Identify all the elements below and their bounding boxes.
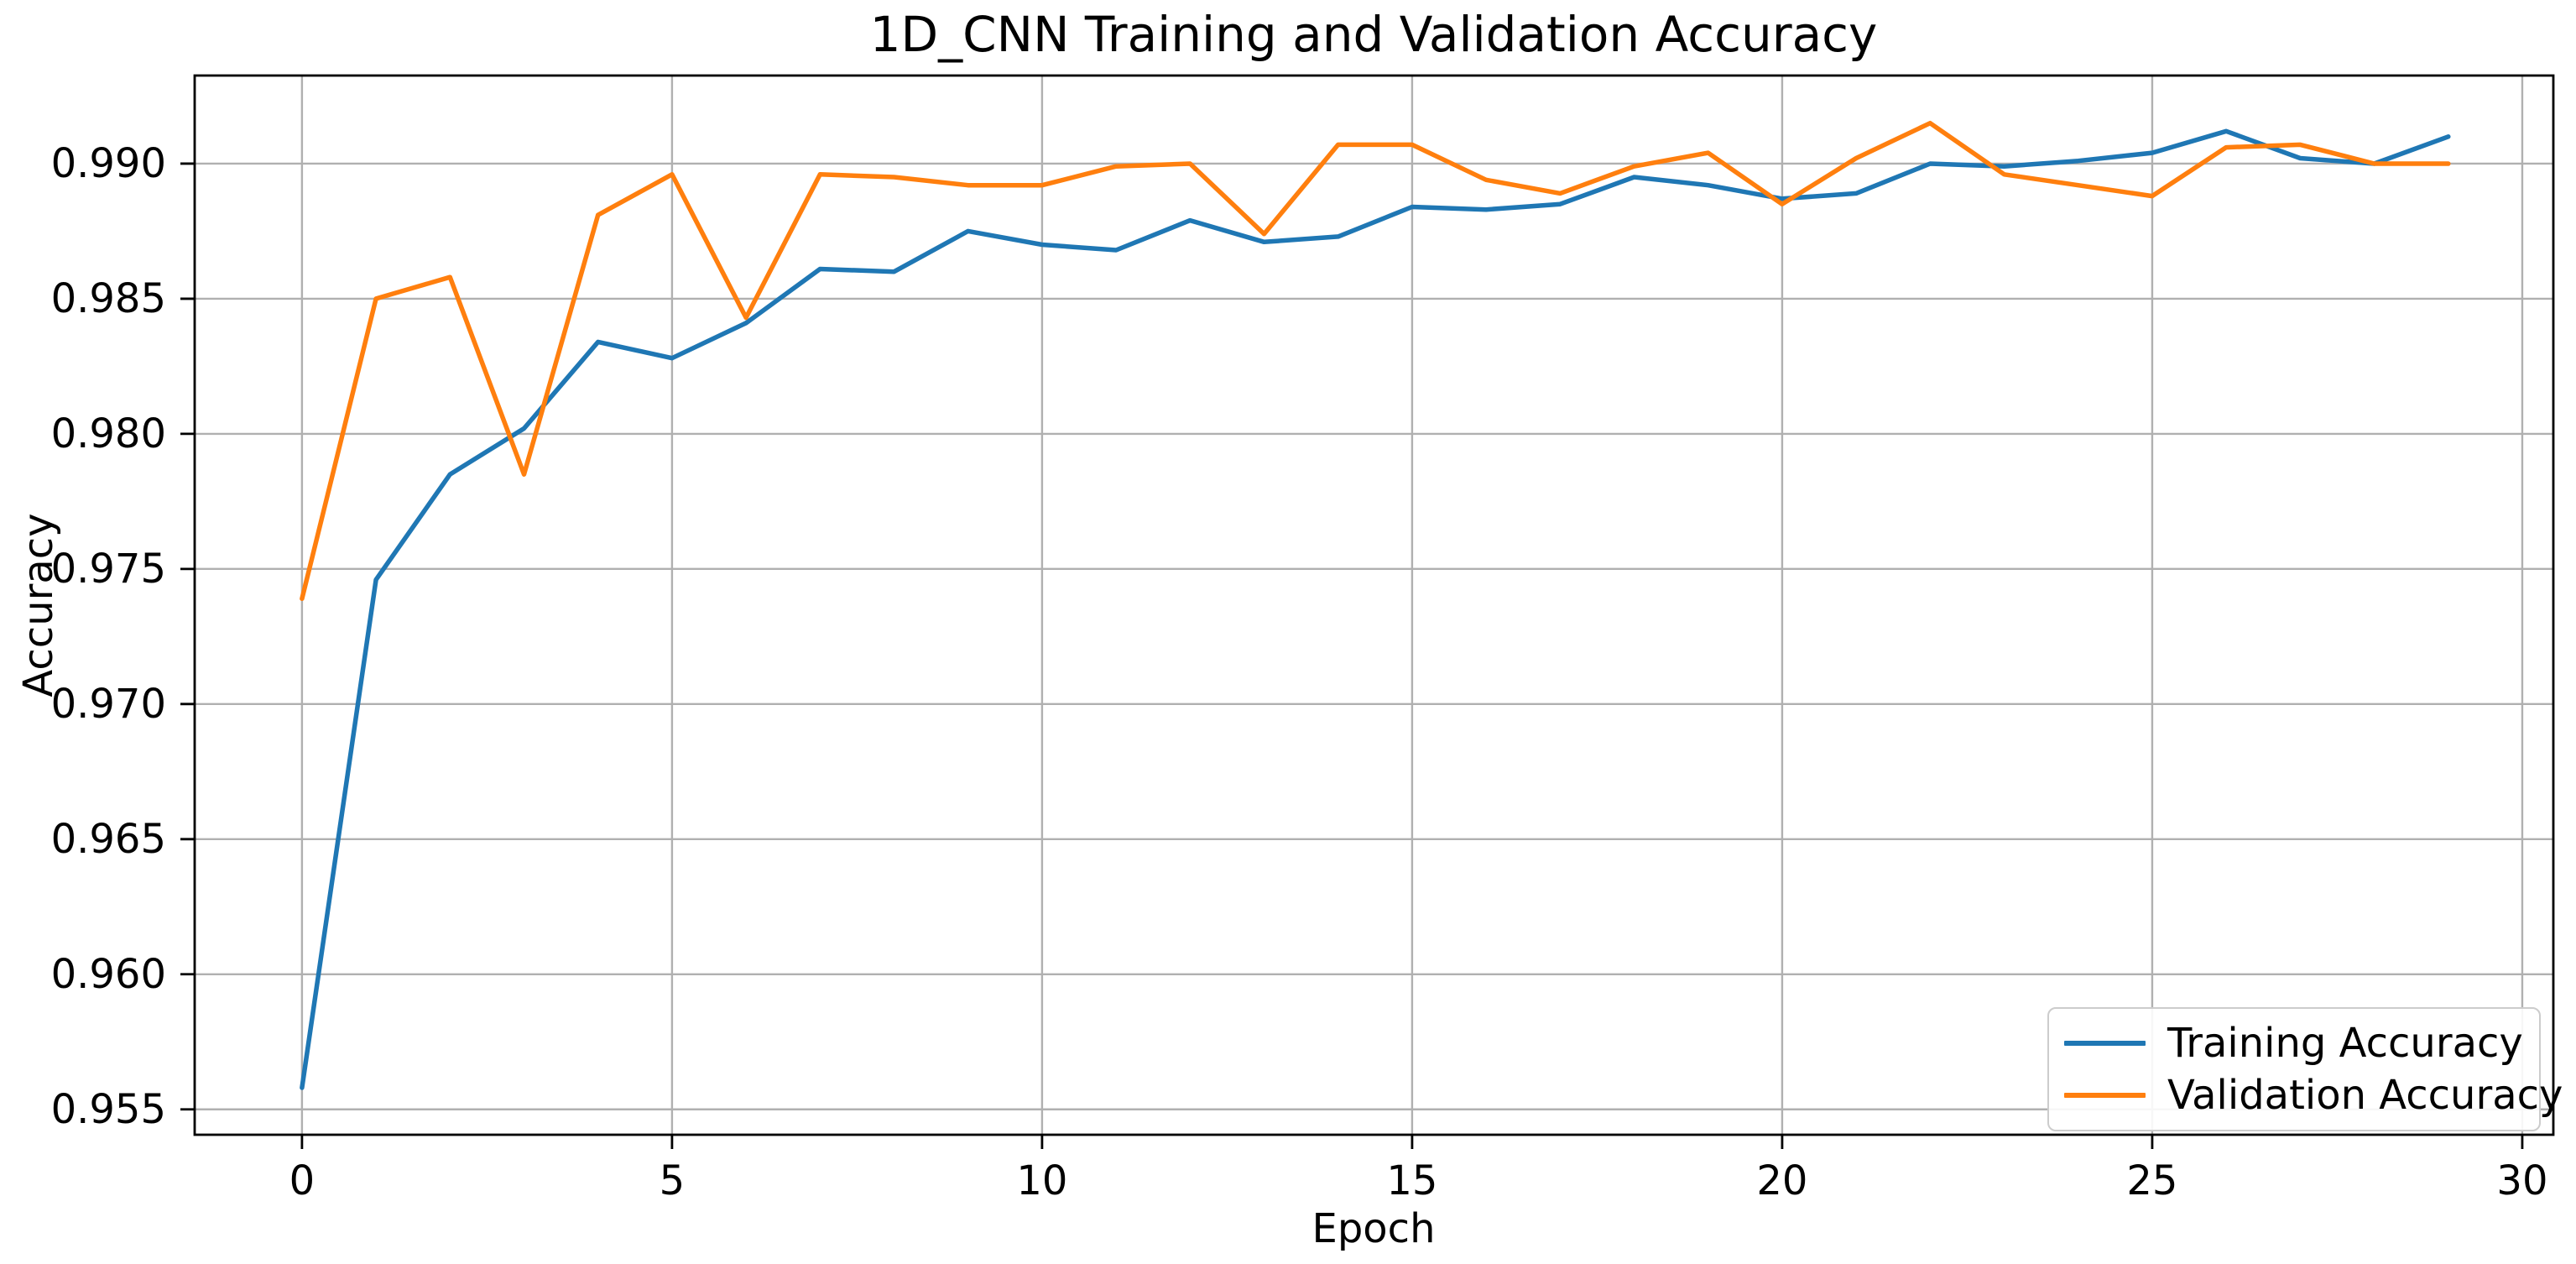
y-tick-label: 0.975: [50, 545, 166, 593]
y-tick-label: 0.955: [50, 1085, 166, 1133]
y-tick-label: 0.970: [50, 680, 166, 728]
legend-label-validation: Validation Accuracy: [2167, 1071, 2563, 1119]
x-tick-label: 20: [1756, 1157, 1808, 1204]
y-tick-label: 0.990: [50, 139, 166, 187]
x-tick-label: 10: [1016, 1157, 1068, 1204]
x-axis-label: Epoch: [1311, 1205, 1436, 1252]
data-series: [300, 120, 2451, 1090]
legend-label-training: Training Accuracy: [2167, 1020, 2523, 1068]
validation-accuracy-line: [300, 120, 2451, 602]
chart-title: 1D_CNN Training and Validation Accuracy: [869, 6, 1878, 63]
y-tick-label: 0.985: [50, 274, 166, 322]
axis-ticks: [180, 162, 2524, 1149]
x-tick-label: 30: [2496, 1157, 2548, 1204]
x-tick-label: 5: [659, 1157, 686, 1204]
validation-accuracy-line-sample: [2064, 1092, 2146, 1098]
legend: Training Accuracy Validation Accuracy: [2047, 1007, 2563, 1131]
y-tick-label: 0.965: [50, 815, 166, 863]
legend-entry-training: Training Accuracy: [2064, 1018, 2524, 1068]
x-tick-label: 0: [289, 1157, 315, 1204]
legend-entry-validation: Validation Accuracy: [2064, 1070, 2563, 1120]
y-tick-label: 0.960: [50, 950, 166, 998]
y-axis-label: Accuracy: [15, 513, 62, 697]
x-tick-label: 25: [2126, 1157, 2178, 1204]
gridlines: [195, 76, 2553, 1135]
x-tick-label: 15: [1386, 1157, 1438, 1204]
training-accuracy-line: [300, 128, 2451, 1090]
y-tick-label: 0.980: [50, 410, 166, 457]
axes-spines: [193, 74, 2555, 1136]
training-accuracy-line-sample: [2064, 1041, 2146, 1047]
